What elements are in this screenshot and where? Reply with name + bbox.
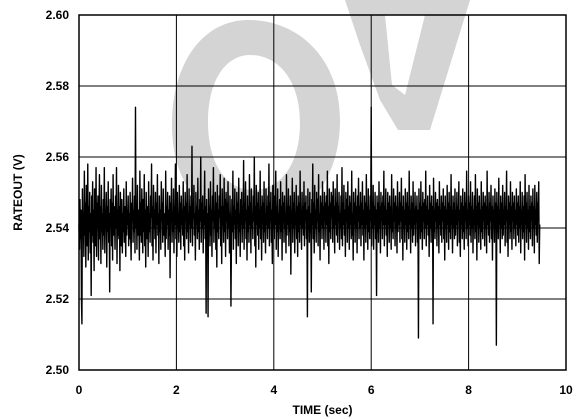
y-tick-label: 2.56	[46, 150, 70, 164]
series-line-0	[78, 106, 541, 346]
y-tick-label: 2.58	[46, 79, 70, 93]
x-axis-title: TIME (sec)	[292, 403, 352, 417]
y-tick-label: 2.60	[46, 8, 70, 22]
y-tick-label: 2.50	[46, 363, 70, 377]
x-tick-label: 0	[76, 383, 83, 397]
x-tick-label: 4	[270, 383, 277, 397]
x-axis-tick-labels: 0 2 4 6 8 10	[76, 383, 573, 397]
watermark-b-letter	[345, 0, 470, 130]
x-tick-label: 6	[368, 383, 375, 397]
x-tick-label: 2	[173, 383, 180, 397]
y-tick-label: 2.54	[46, 221, 70, 235]
y-axis-tick-labels: 2.50 2.52 2.54 2.56 2.58 2.60	[46, 8, 70, 377]
plot-frame	[78, 14, 567, 371]
y-axis-title: RATEOUT (V)	[11, 154, 25, 230]
x-tick-label: 8	[465, 383, 472, 397]
series-layer	[78, 106, 541, 346]
y-tick-label: 2.52	[46, 292, 70, 306]
x-tick-label: 10	[559, 383, 573, 397]
